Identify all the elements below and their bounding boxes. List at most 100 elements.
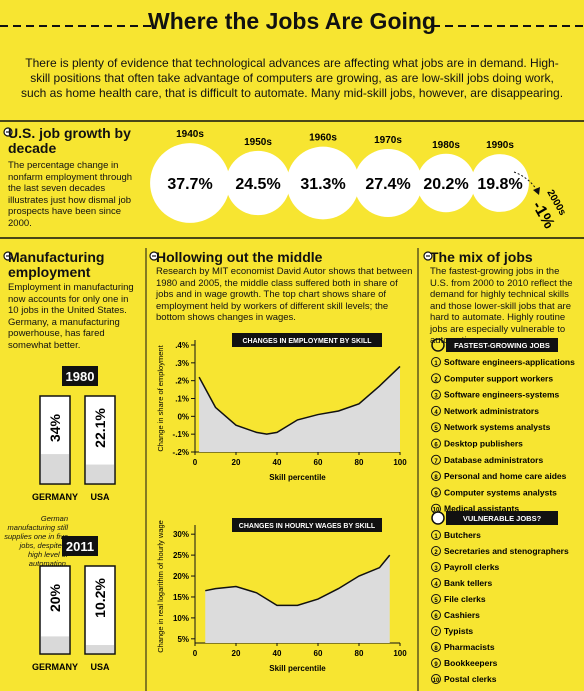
list-heading-box xyxy=(446,511,558,525)
rank: 10 xyxy=(433,678,440,684)
rank-badge xyxy=(431,487,441,498)
intro: There is plenty of evidence that technol… xyxy=(20,56,564,100)
bubble xyxy=(353,148,423,218)
rank-badge xyxy=(431,562,441,572)
chart-title: CHANGES IN EMPLOYMENT BY SKILL xyxy=(243,338,373,345)
rank-badge xyxy=(431,530,441,540)
bubble-label: 20.2% xyxy=(423,176,468,193)
x-tick-label: 100 xyxy=(393,458,407,467)
rank: 5 xyxy=(434,426,438,432)
page-title: Where the Jobs Are Going xyxy=(148,8,436,34)
rank-badge xyxy=(431,658,441,668)
rank-badge xyxy=(431,373,441,384)
job-item: Computer support workers xyxy=(444,373,553,383)
rank: 8 xyxy=(434,646,438,652)
rank: 2 xyxy=(434,550,438,556)
rank-badge xyxy=(431,610,441,620)
arrow-head xyxy=(533,187,540,195)
rank: 9 xyxy=(434,491,438,497)
rank-badge xyxy=(431,578,441,588)
chart-title-box xyxy=(232,333,382,347)
rank: 6 xyxy=(434,443,438,449)
decade-label: 1990s xyxy=(486,140,514,151)
section-text: The fastest-growing jobs in the U.S. fro… xyxy=(430,266,573,346)
category-label: GERMANY xyxy=(32,662,78,672)
job-item: Medical assistants xyxy=(444,504,519,514)
chart-title-box xyxy=(232,518,382,532)
job-item: File clerks xyxy=(444,594,486,604)
y-tick-label: .1% xyxy=(175,395,189,404)
chart-title: CHANGES IN HOURLY WAGES BY SKILL xyxy=(239,523,376,530)
category-label: USA xyxy=(90,662,110,672)
list-icon xyxy=(431,338,445,352)
job-item: Postal clerks xyxy=(444,674,497,684)
rank: 9 xyxy=(434,662,438,668)
rank-badge xyxy=(431,594,441,604)
decade-label: 1960s xyxy=(309,133,337,144)
y-tick-label: 30% xyxy=(173,530,189,539)
y-tick-label: 20% xyxy=(173,572,189,581)
rank: 1 xyxy=(434,361,438,367)
job-item: Desktop publishers xyxy=(444,439,523,449)
rank: 3 xyxy=(434,566,438,572)
list-heading: FASTEST-GROWING JOBS xyxy=(454,341,550,350)
x-tick-label: 0 xyxy=(193,458,198,467)
bubble-label: 37.7% xyxy=(167,176,212,193)
section-text: Research by MIT economist David Autor sh… xyxy=(156,266,413,323)
job-item: Butchers xyxy=(444,530,481,540)
bar xyxy=(86,645,114,653)
area xyxy=(205,555,390,643)
y-tick-label: 25% xyxy=(173,551,189,560)
rank: 7 xyxy=(434,630,438,636)
x-tick-label: 40 xyxy=(273,649,282,658)
list-icon xyxy=(431,511,445,525)
rank-badge xyxy=(431,422,441,433)
bar-frame xyxy=(84,565,116,655)
bubble-label: 19.8% xyxy=(477,176,522,193)
year-box xyxy=(62,536,98,556)
x-tick-label: 80 xyxy=(355,458,364,467)
list-heading-box xyxy=(446,338,558,352)
x-tick-label: 100 xyxy=(393,649,407,658)
rank-badge xyxy=(431,642,441,652)
category-label: GERMANY xyxy=(32,492,78,502)
bar-label: 22.1% xyxy=(92,408,108,448)
job-item: Bank tellers xyxy=(444,578,492,588)
y-tick-label: .2% xyxy=(175,377,189,386)
job-item: Bookkeepers xyxy=(444,658,498,668)
x-axis-label: Skill percentile xyxy=(269,664,326,673)
area xyxy=(199,366,400,452)
bar xyxy=(41,636,69,653)
rank-badge xyxy=(431,389,441,400)
rank: 1 xyxy=(434,534,438,540)
job-item: Database administrators xyxy=(444,455,543,465)
rank: 3 xyxy=(434,394,438,400)
job-item: Typists xyxy=(444,626,473,636)
bubble xyxy=(150,143,230,223)
section-text: The percentage change in nonfarm employm… xyxy=(8,160,133,229)
job-item: Cashiers xyxy=(444,610,480,620)
rank-badge xyxy=(431,438,441,449)
section-title: Hollowing out the middle xyxy=(156,249,323,265)
rank-badge xyxy=(431,674,441,684)
x-tick-label: 60 xyxy=(314,458,323,467)
rank: 7 xyxy=(434,459,438,465)
x-tick-label: 60 xyxy=(314,649,323,658)
bubble xyxy=(471,154,529,212)
x-tick-label: 0 xyxy=(193,649,198,658)
y-tick-label: -.2% xyxy=(173,448,189,457)
bubble-label: 24.5% xyxy=(235,176,280,193)
year-label: 1980 xyxy=(66,369,95,384)
rank: 5 xyxy=(434,598,438,604)
rank-badge xyxy=(431,454,441,465)
job-item: Computer systems analysts xyxy=(444,487,557,497)
rank: 10 xyxy=(433,508,440,514)
job-item: Network systems analysts xyxy=(444,422,551,432)
decade-label: 1980s xyxy=(432,140,460,151)
rank-badge xyxy=(431,471,441,482)
section-text: Employment in manufacturing now accounts… xyxy=(8,282,134,351)
bubble-label: 31.3% xyxy=(300,176,345,193)
job-item: Software engineers-systems xyxy=(444,390,560,400)
bar-label: 10.2% xyxy=(92,578,108,618)
